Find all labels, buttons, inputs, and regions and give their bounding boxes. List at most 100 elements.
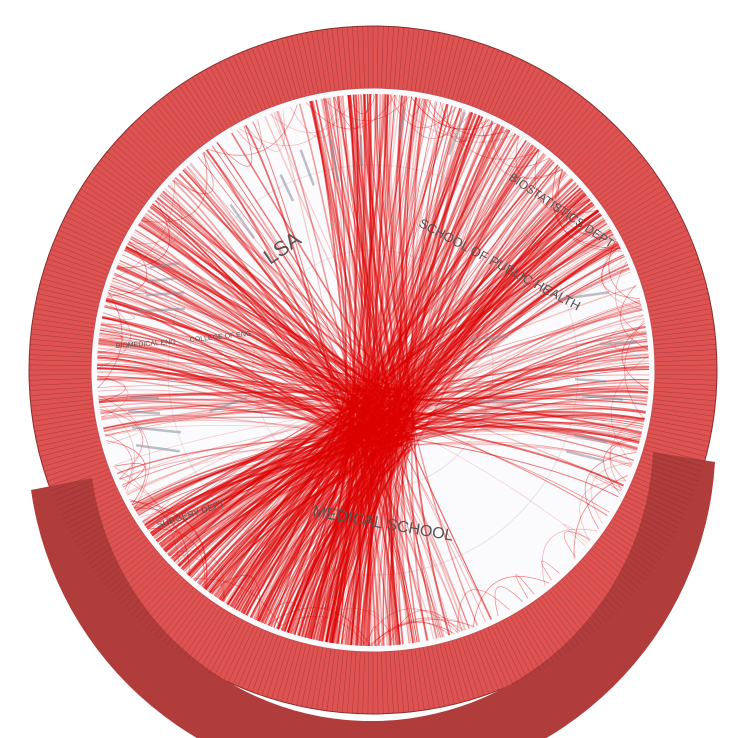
edge-bundle bbox=[325, 194, 587, 643]
edge-bundle bbox=[100, 177, 573, 417]
ring-segment-line bbox=[205, 69, 236, 124]
ring-segment-line bbox=[82, 521, 136, 556]
ring-segment-line bbox=[131, 124, 176, 170]
edge-bundle bbox=[271, 113, 412, 642]
ring-segment-line bbox=[286, 642, 303, 703]
ring-segment-line bbox=[29, 349, 92, 354]
ring-segment-line bbox=[573, 567, 619, 612]
edge-bundle bbox=[125, 245, 404, 594]
ring-segment-line bbox=[65, 495, 121, 525]
ring-segment-line bbox=[389, 26, 394, 89]
edge-bundle bbox=[149, 206, 356, 642]
ring-segment-line bbox=[558, 110, 600, 158]
ring-segment-line bbox=[643, 448, 704, 467]
edge-bundle bbox=[103, 416, 360, 587]
edge-bundle bbox=[359, 94, 474, 416]
edge-bundle bbox=[182, 169, 384, 646]
ring-segment-line bbox=[626, 492, 684, 520]
edge-bundle bbox=[130, 238, 608, 517]
edge-bundle bbox=[104, 396, 353, 543]
edge-bundle bbox=[283, 189, 583, 632]
ring-segment-line bbox=[614, 514, 669, 547]
ring-segment-line bbox=[120, 135, 167, 179]
ring-segment-line bbox=[58, 484, 116, 511]
edge-bundle bbox=[352, 385, 649, 643]
edge-bundle bbox=[406, 95, 424, 117]
ring-segment-line bbox=[200, 614, 233, 669]
edge-bundle bbox=[534, 149, 599, 214]
edge-bundle bbox=[367, 619, 475, 647]
ring-segment-line bbox=[45, 456, 105, 477]
edge-bundle bbox=[98, 329, 123, 340]
ring-segment-line bbox=[326, 649, 336, 711]
ring-segment-line bbox=[593, 155, 643, 195]
ring-segment-line bbox=[276, 640, 295, 701]
ring-segment-line bbox=[545, 592, 584, 643]
edge-bundle bbox=[133, 436, 429, 641]
edge-bundle bbox=[265, 97, 416, 625]
ring-segment-line bbox=[654, 390, 717, 396]
ring-segment-lines bbox=[28, 25, 718, 715]
edge-bundle bbox=[133, 226, 609, 449]
ring-segment-line bbox=[56, 234, 114, 260]
ring-segment-line bbox=[645, 440, 706, 457]
edge-bundle bbox=[154, 100, 375, 540]
edge-bundle bbox=[162, 97, 418, 433]
ring-segment-line bbox=[170, 91, 208, 143]
ring-segment-line bbox=[427, 646, 440, 708]
edge-bundle bbox=[97, 376, 398, 646]
ring-segment-line bbox=[306, 646, 319, 708]
edge-bundle bbox=[472, 575, 549, 628]
ring-segment-line bbox=[649, 424, 711, 437]
ring-segment-line bbox=[561, 114, 604, 161]
edge-bundle bbox=[446, 104, 490, 143]
ring-segment-line bbox=[113, 143, 161, 185]
ring-segment-line bbox=[427, 32, 440, 94]
edge-bundle bbox=[237, 589, 253, 614]
edge-bundle bbox=[137, 194, 587, 411]
ring-segment-line bbox=[183, 82, 218, 135]
ring-segment-line bbox=[467, 635, 490, 694]
edge-bundle bbox=[589, 473, 623, 492]
ring-segment-line bbox=[69, 503, 125, 534]
edge-bundle bbox=[410, 98, 649, 410]
ring-segment-line bbox=[34, 308, 96, 320]
edge-bundle bbox=[321, 98, 504, 421]
ring-segment-line bbox=[654, 378, 717, 381]
ring-segment-line bbox=[535, 600, 572, 652]
ring-segment-line bbox=[196, 611, 229, 666]
ring-segment-line bbox=[630, 229, 688, 256]
ring-segment-line bbox=[29, 390, 92, 396]
ring-segment-line bbox=[266, 638, 287, 698]
ring-segment-line bbox=[608, 525, 661, 560]
ring-segment-line bbox=[652, 328, 715, 337]
ring-segment-line bbox=[650, 420, 712, 432]
ring-segment-line bbox=[439, 643, 455, 705]
ring-segment-line bbox=[595, 159, 646, 198]
department-label-mark bbox=[145, 291, 184, 297]
ring-segment-line bbox=[38, 288, 100, 304]
ring-segment-line bbox=[414, 29, 425, 92]
ring-segment-line bbox=[232, 55, 259, 113]
ring-segment-line bbox=[619, 202, 674, 233]
edge-bundle bbox=[584, 452, 637, 530]
edge-bundle bbox=[238, 210, 599, 612]
ring-segment-line bbox=[36, 428, 98, 442]
edge-bundle bbox=[147, 209, 606, 446]
ring-segment-line bbox=[341, 27, 348, 90]
ring-segment-line bbox=[103, 545, 153, 585]
edge-bundle bbox=[148, 391, 360, 588]
edge-bundle bbox=[149, 394, 386, 646]
ring-segment-line bbox=[110, 147, 159, 188]
edge-bundle bbox=[112, 277, 353, 596]
ring-segment-line bbox=[513, 614, 546, 669]
edge-bundle bbox=[509, 141, 533, 173]
edge-bundle bbox=[207, 104, 298, 156]
ring-segment-line bbox=[567, 573, 611, 619]
ring-segment-line bbox=[77, 514, 132, 547]
ring-segment-line bbox=[636, 468, 696, 492]
ring-segment-line bbox=[463, 44, 485, 104]
ring-segment-line bbox=[600, 167, 652, 205]
edge-bundle bbox=[362, 114, 480, 646]
ring-segment-line bbox=[247, 632, 271, 691]
